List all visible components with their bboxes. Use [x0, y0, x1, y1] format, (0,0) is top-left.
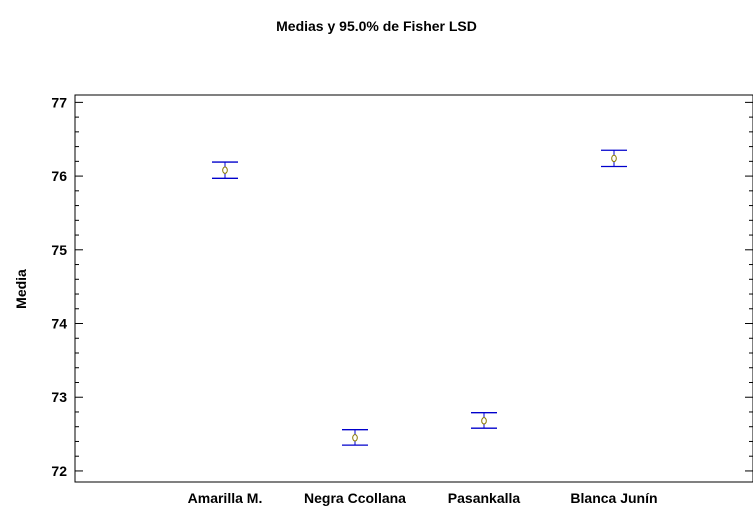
- y-tick-label: 73: [51, 389, 67, 405]
- y-tick-label: 76: [51, 168, 67, 184]
- plot-frame: [74, 94, 753, 483]
- y-axis-label: Media: [13, 269, 29, 309]
- plot-border: [74, 94, 753, 483]
- lsd-interval: [471, 412, 497, 429]
- y-tick-label: 77: [51, 94, 67, 110]
- y-tick-label: 74: [51, 316, 67, 332]
- x-category-label: Blanca Junín: [570, 490, 657, 506]
- x-axis: Amarilla M. Negra Ccollana Pasankalla Blanc…: [188, 490, 658, 506]
- y-tick-label: 72: [51, 463, 67, 479]
- y-tick-label: 75: [51, 242, 67, 258]
- x-category-label: Pasankalla: [448, 490, 521, 506]
- x-category-label: Negra Ccollana: [304, 490, 406, 506]
- lsd-interval: [212, 161, 238, 179]
- x-category-label: Amarilla M.: [188, 490, 263, 506]
- data-marks: [212, 149, 627, 446]
- lsd-interval: [601, 149, 627, 168]
- mean-marker: [481, 417, 487, 425]
- lsd-interval: [342, 429, 368, 446]
- mean-marker: [222, 166, 228, 174]
- y-axis: 72 73 74 75 76 77: [51, 94, 753, 479]
- mean-marker: [352, 434, 358, 442]
- mean-marker: [611, 154, 617, 163]
- chart-title: Medias y 95.0% de Fisher LSD: [276, 18, 477, 34]
